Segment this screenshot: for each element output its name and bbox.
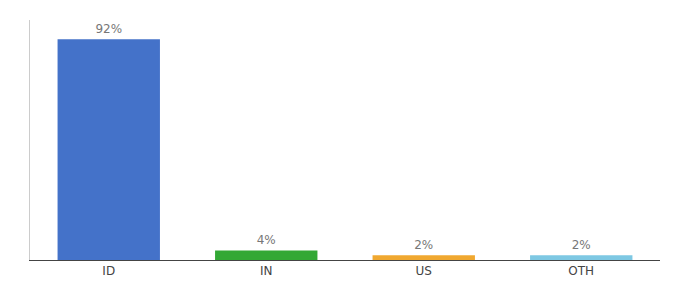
svg-text:92%: 92% (95, 22, 122, 36)
svg-text:IN: IN (260, 264, 273, 278)
svg-text:ID: ID (102, 264, 115, 278)
svg-text:OTH: OTH (568, 264, 594, 278)
svg-text:2%: 2% (572, 238, 591, 252)
svg-text:US: US (416, 264, 432, 278)
svg-text:2%: 2% (414, 238, 433, 252)
svg-text:4%: 4% (257, 233, 276, 247)
